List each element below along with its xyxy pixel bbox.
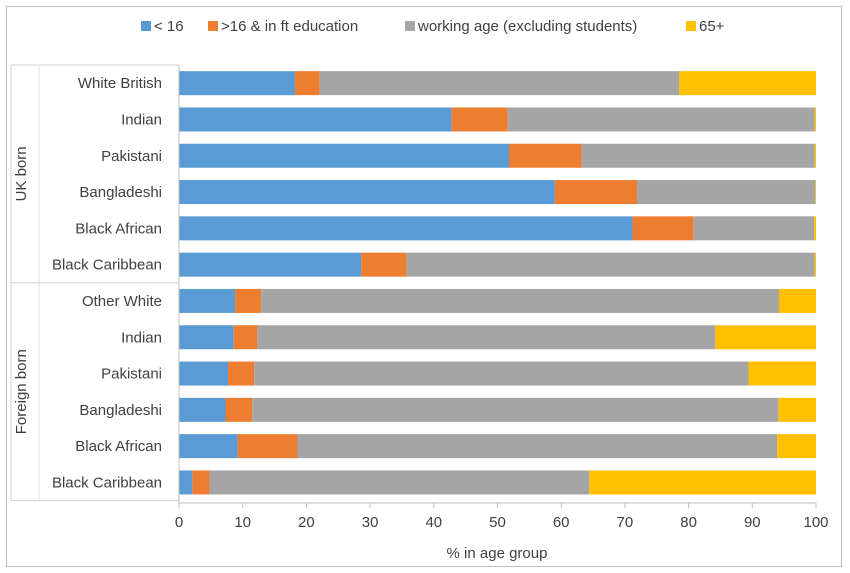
bar-segment <box>715 325 816 350</box>
legend-label: < 16 <box>154 18 184 35</box>
category-label: Indian <box>121 111 162 128</box>
bar-segment <box>554 180 637 205</box>
x-tick-label: 30 <box>362 514 379 531</box>
legend-label: >16 & in ft education <box>221 18 358 35</box>
bar-segment <box>777 434 816 459</box>
legend-label: 65+ <box>699 18 725 35</box>
bar-segment <box>637 180 816 205</box>
category-label: Black African <box>75 438 162 455</box>
bar-segment <box>179 143 509 168</box>
x-tick-label: 80 <box>680 514 697 531</box>
bar-segment <box>235 288 262 313</box>
bar-segment <box>261 288 780 313</box>
bar-segment <box>237 434 298 459</box>
group-label: Foreign born <box>13 349 30 434</box>
bar-segment <box>632 216 694 241</box>
bar-segment <box>748 361 816 386</box>
legend-label: working age (excluding students) <box>417 18 637 35</box>
category-label: Pakistani <box>101 366 162 383</box>
category-label: Bangladeshi <box>79 402 162 419</box>
bar-segment <box>297 434 778 459</box>
bar-segment <box>179 216 633 241</box>
bar-segment <box>192 470 210 495</box>
bar-segment <box>254 361 749 386</box>
bar-segment <box>179 361 229 386</box>
category-labels: White British Indian Pakistani Bangladeshi B… <box>52 75 162 491</box>
bar-segment <box>779 288 816 313</box>
bar-segment <box>319 71 680 96</box>
x-tick-label: 0 <box>175 514 183 531</box>
category-label: Black Caribbean <box>52 257 162 274</box>
bar-segment <box>179 470 193 495</box>
bar-segment <box>814 216 816 241</box>
bar-segment <box>225 397 253 422</box>
bar-segment <box>179 434 238 459</box>
bar-segment <box>814 143 816 168</box>
bar-segment <box>508 143 582 168</box>
legend-swatch <box>686 21 696 31</box>
category-label: Black African <box>75 220 162 237</box>
group-labels: UK born Foreign born <box>10 64 179 502</box>
legend-swatch <box>405 21 415 31</box>
x-tick-label: 60 <box>553 514 570 531</box>
category-label: Indian <box>121 329 162 346</box>
bar-segment <box>451 107 508 132</box>
bar-segment <box>507 107 815 132</box>
legend-swatch <box>208 21 218 31</box>
bar-segment <box>179 252 362 277</box>
bar-segment <box>406 252 815 277</box>
x-axis-label: % in age group <box>447 545 548 562</box>
bar-segment <box>209 470 590 495</box>
category-label: Pakistani <box>101 148 162 165</box>
bar-segment <box>679 71 816 96</box>
bar-segment <box>179 397 226 422</box>
bar-segment <box>179 180 555 205</box>
x-tick-label: 40 <box>425 514 442 531</box>
category-label: Other White <box>82 293 162 310</box>
bar-segment <box>294 71 320 96</box>
category-label: White British <box>78 75 162 92</box>
bar-segment <box>179 288 236 313</box>
category-label: Bangladeshi <box>79 184 162 201</box>
bar-segment <box>228 361 255 386</box>
bar-segment <box>252 397 779 422</box>
x-tick-label: 50 <box>489 514 506 531</box>
legend-swatch <box>141 21 151 31</box>
bar-segment <box>815 180 816 205</box>
x-tick-label: 100 <box>803 514 828 531</box>
bar-segment <box>257 325 716 350</box>
x-tick-label: 10 <box>234 514 251 531</box>
bar-segment <box>233 325 258 350</box>
bar-segment <box>778 397 816 422</box>
x-tick-label: 90 <box>744 514 761 531</box>
bar-segment <box>693 216 815 241</box>
bar-segment <box>581 143 815 168</box>
bars <box>179 71 816 495</box>
legend: < 16 >16 & in ft education working age (ex… <box>141 18 725 35</box>
category-label: Black Caribbean <box>52 474 162 491</box>
bar-segment <box>814 107 816 132</box>
x-axis: 0 10 20 30 40 50 60 70 80 90 100 <box>175 65 829 531</box>
group-label: UK born <box>13 146 30 201</box>
x-tick-label: 70 <box>617 514 634 531</box>
x-tick-label: 20 <box>298 514 315 531</box>
bar-segment <box>589 470 816 495</box>
bar-segment <box>814 252 816 277</box>
bar-segment <box>179 71 295 96</box>
bar-segment <box>179 325 234 350</box>
bar-segment <box>179 107 452 132</box>
bar-segment <box>361 252 407 277</box>
